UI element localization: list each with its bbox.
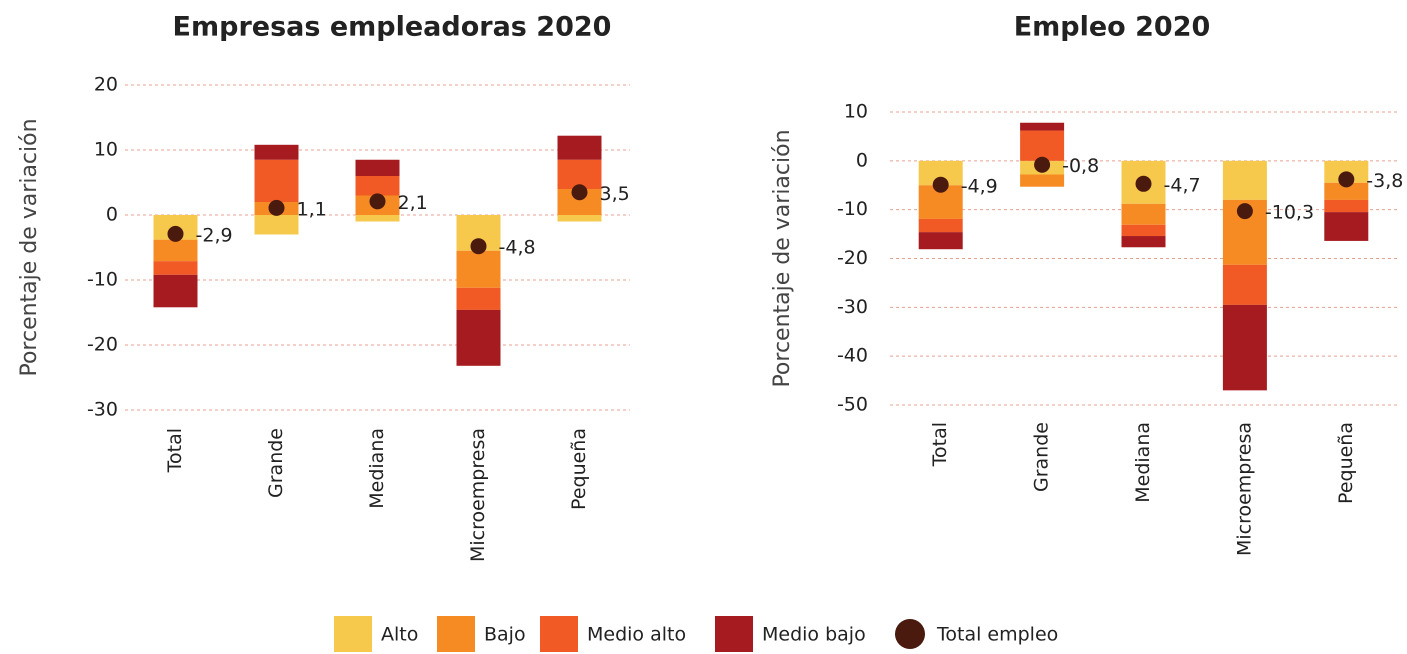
total-marker bbox=[167, 225, 184, 242]
value-label: 1,1 bbox=[297, 198, 327, 220]
bar-segment bbox=[1324, 199, 1369, 213]
bar-segment bbox=[254, 215, 299, 235]
bar-segment bbox=[153, 239, 198, 262]
x-tick-label: Grande bbox=[1031, 422, 1053, 492]
x-tick-label: Microempresa bbox=[467, 428, 489, 562]
y-tick-label: 0 bbox=[106, 204, 118, 226]
chart-title: Empleo 2020 bbox=[1014, 12, 1211, 43]
bar-segment bbox=[456, 287, 501, 310]
y-tick-label: 0 bbox=[856, 149, 868, 171]
bar-segment bbox=[1020, 174, 1065, 187]
x-tick-label: Pequeña bbox=[568, 428, 590, 510]
value-label: -4,9 bbox=[961, 175, 998, 197]
total-marker bbox=[571, 184, 588, 201]
chart-title: Empresas empleadoras 2020 bbox=[173, 12, 612, 43]
total-marker bbox=[1236, 203, 1253, 220]
y-tick-label: -40 bbox=[837, 345, 868, 367]
bar-segment bbox=[1020, 130, 1065, 161]
legend-swatch bbox=[540, 616, 578, 652]
total-marker bbox=[268, 199, 285, 216]
bar-segment bbox=[918, 232, 963, 250]
bar-segment bbox=[456, 250, 501, 288]
bar-segment bbox=[355, 215, 400, 222]
legend-swatch bbox=[437, 616, 475, 652]
bar-segment bbox=[456, 309, 501, 366]
legend-swatch bbox=[334, 616, 372, 652]
bar-segment bbox=[1324, 212, 1369, 241]
total-marker bbox=[1034, 156, 1051, 173]
bar-segment bbox=[1222, 160, 1267, 200]
x-tick-label: Total bbox=[929, 422, 951, 467]
y-tick-label: -50 bbox=[837, 394, 868, 416]
value-label: -10,3 bbox=[1265, 202, 1314, 224]
bar-segment bbox=[1222, 264, 1267, 305]
value-label: -0,8 bbox=[1062, 155, 1099, 177]
y-tick-label: -10 bbox=[87, 269, 118, 291]
y-tick-label: -20 bbox=[837, 247, 868, 269]
x-tick-label: Total bbox=[164, 428, 186, 473]
x-tick-label: Microempresa bbox=[1233, 422, 1255, 556]
y-tick-label: 10 bbox=[844, 101, 868, 123]
bar-segment bbox=[557, 215, 602, 222]
total-marker bbox=[1338, 171, 1355, 188]
bar-segment bbox=[153, 274, 198, 308]
y-tick-label: -10 bbox=[837, 198, 868, 220]
value-label: 3,5 bbox=[600, 183, 630, 205]
legend-label: Total empleo bbox=[936, 624, 1058, 646]
y-axis-title: Porcentaje de variación bbox=[770, 129, 795, 387]
x-tick-label: Pequeña bbox=[1335, 422, 1357, 504]
total-marker bbox=[932, 176, 949, 193]
legend-label: Medio alto bbox=[587, 624, 686, 646]
bar-segment bbox=[254, 159, 299, 202]
value-label: -4,7 bbox=[1164, 174, 1201, 196]
total-marker bbox=[369, 193, 386, 210]
bar-segment bbox=[557, 135, 602, 160]
bar-segment bbox=[1020, 122, 1065, 131]
y-tick-label: -30 bbox=[837, 296, 868, 318]
x-tick-label: Mediana bbox=[366, 428, 388, 509]
legend-marker bbox=[895, 619, 925, 649]
y-tick-label: 10 bbox=[94, 139, 118, 161]
bar-segment bbox=[254, 144, 299, 160]
bar-segment bbox=[1121, 224, 1166, 237]
y-tick-label: 20 bbox=[94, 74, 118, 96]
bar-segment bbox=[918, 218, 963, 233]
value-label: -3,8 bbox=[1366, 170, 1403, 192]
bar-segment bbox=[1324, 182, 1369, 200]
y-axis-title: Porcentaje de variación bbox=[17, 118, 42, 376]
bar-segment bbox=[1121, 236, 1166, 248]
x-tick-label: Grande bbox=[265, 428, 287, 498]
y-tick-label: -20 bbox=[87, 334, 118, 356]
total-marker bbox=[470, 238, 487, 255]
total-marker bbox=[1135, 175, 1152, 192]
bar-segment bbox=[1121, 203, 1166, 225]
y-tick-label: -30 bbox=[87, 399, 118, 421]
value-label: -4,8 bbox=[499, 237, 536, 259]
legend-label: Alto bbox=[381, 624, 418, 646]
bar-segment bbox=[153, 261, 198, 275]
legend-label: Bajo bbox=[484, 624, 526, 646]
bar-segment bbox=[1222, 304, 1267, 391]
legend-swatch bbox=[715, 616, 753, 652]
x-tick-label: Mediana bbox=[1132, 422, 1154, 503]
value-label: -2,9 bbox=[196, 224, 233, 246]
bar-segment bbox=[355, 159, 400, 176]
legend-label: Medio bajo bbox=[762, 624, 866, 646]
value-label: 2,1 bbox=[398, 192, 428, 214]
bar-segment bbox=[355, 176, 400, 196]
bar-segment bbox=[557, 159, 602, 189]
